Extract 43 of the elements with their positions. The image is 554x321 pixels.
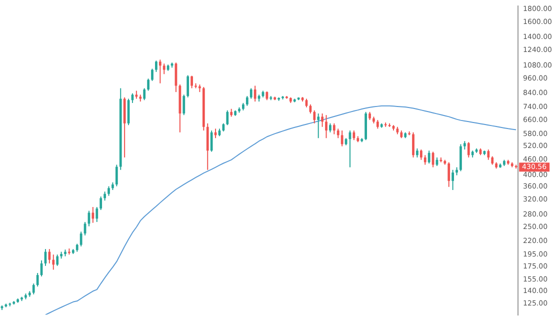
candlestick <box>108 186 110 196</box>
candlestick <box>100 196 102 210</box>
candlestick <box>412 132 414 158</box>
candlestick <box>162 63 166 75</box>
candlestick <box>52 254 55 270</box>
candlestick <box>246 96 248 106</box>
candlestick <box>190 75 193 89</box>
candlestick <box>36 272 39 288</box>
candlestick <box>48 248 51 264</box>
candlestick <box>254 85 256 102</box>
candlestick <box>416 148 418 158</box>
candlestick <box>143 88 146 101</box>
candlestick <box>182 94 186 116</box>
candlestick <box>206 122 209 170</box>
candlestick <box>313 110 316 124</box>
candlestick <box>80 231 82 247</box>
candlestick <box>151 68 154 82</box>
candlestick <box>321 112 324 128</box>
candlestick <box>336 128 340 139</box>
candlestick <box>424 154 426 166</box>
candlestick <box>428 150 430 164</box>
candlestick <box>448 162 450 188</box>
candlestick <box>250 88 252 100</box>
candlestick <box>332 122 336 135</box>
candlestick <box>56 254 59 266</box>
candlestick <box>92 206 94 224</box>
candlestick <box>155 60 158 72</box>
candlestick <box>96 206 98 222</box>
candlestick <box>340 130 344 147</box>
candlestick <box>32 283 35 295</box>
candlestick <box>325 114 328 139</box>
candlestick <box>158 59 162 84</box>
candlestick <box>452 169 454 190</box>
candlestick <box>460 144 462 172</box>
candlestick <box>226 110 229 126</box>
candlestick <box>147 78 150 92</box>
candlestick <box>487 149 490 160</box>
candlestick <box>210 130 213 152</box>
candlestick <box>317 112 320 139</box>
candlestick <box>115 164 118 187</box>
candlestick <box>186 74 190 98</box>
candlestick <box>420 149 422 160</box>
candlestick <box>467 142 470 158</box>
